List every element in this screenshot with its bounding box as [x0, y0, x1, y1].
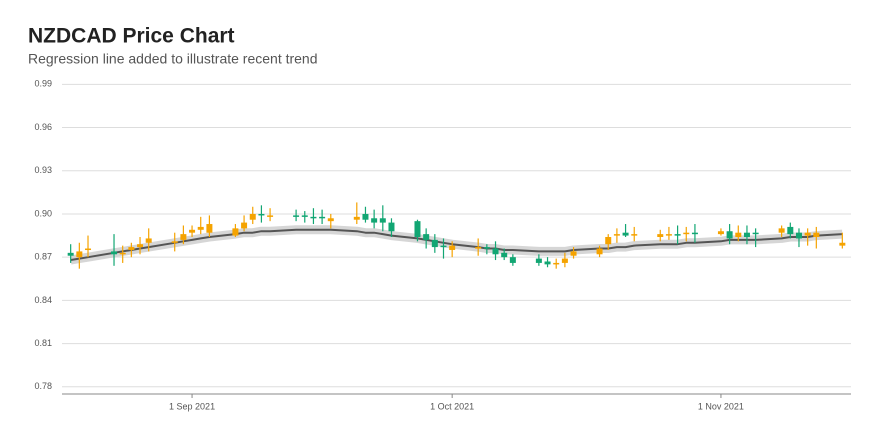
candle-body [596, 248, 603, 255]
candle-body [362, 213, 369, 220]
candle-body [319, 216, 326, 219]
candle-body [613, 234, 620, 236]
candle-body [483, 247, 490, 249]
candle-body [145, 238, 152, 243]
chart-subtitle: Regression line added to illustrate rece… [28, 51, 318, 67]
candle-body [267, 215, 274, 217]
candle-body [137, 244, 144, 248]
candle-body [379, 218, 386, 223]
candle-body [440, 245, 447, 248]
x-tick-label: 1 Nov 2021 [698, 401, 744, 411]
candle-body [197, 226, 204, 230]
candle-body [171, 241, 178, 243]
x-tick-label: 1 Sep 2021 [169, 401, 215, 411]
candle-body [180, 234, 187, 240]
candle-body [431, 239, 438, 248]
candle-body [388, 222, 395, 232]
candle-body [787, 226, 794, 235]
candle-body [726, 231, 733, 239]
candle-body [795, 232, 802, 239]
candle-body [683, 232, 690, 235]
y-tick-label: 0.87 [34, 252, 52, 262]
candle-body [293, 215, 300, 217]
candle-body [449, 245, 456, 250]
y-tick-label: 0.99 [34, 79, 52, 89]
candle-body [813, 232, 820, 237]
y-tick-label: 0.90 [34, 208, 52, 218]
candle-body [735, 232, 742, 237]
y-tick-label: 0.96 [34, 122, 52, 132]
candle-body [631, 234, 638, 236]
candle-body [371, 218, 378, 223]
candle-body [249, 213, 256, 220]
candle-body [691, 232, 698, 235]
candle-body [561, 258, 568, 263]
candle-body [657, 234, 664, 237]
candle-body [258, 213, 265, 216]
candle-body [778, 228, 785, 233]
candle-body [674, 234, 681, 236]
candle-body [67, 252, 74, 256]
y-tick-label: 0.93 [34, 165, 52, 175]
candle-body [189, 229, 196, 233]
candle-body [544, 261, 551, 265]
y-tick-label: 0.81 [34, 338, 52, 348]
candle-body [85, 248, 92, 251]
candle-body [605, 237, 612, 245]
candle-body [232, 228, 239, 236]
candle-body [804, 232, 811, 236]
y-tick-label: 0.78 [34, 381, 52, 391]
candle-body [570, 251, 577, 256]
candle-body [128, 247, 135, 250]
chart-title: NZDCAD Price Chart [28, 25, 235, 48]
candle-body [241, 222, 248, 229]
candle-body [509, 257, 516, 263]
candle-body [111, 251, 118, 255]
candle-body [76, 251, 83, 258]
candle-body [414, 221, 421, 237]
candle-body [492, 248, 499, 255]
candle-body [665, 234, 672, 236]
candle-body [839, 242, 846, 246]
candle-body [535, 258, 542, 263]
candle-body [119, 252, 126, 255]
candle-body [622, 232, 629, 236]
candle-body [475, 247, 482, 249]
candle-body [743, 232, 750, 237]
candle-body [752, 232, 759, 235]
candle-body [301, 215, 308, 217]
trend-line [70, 228, 843, 261]
y-tick-label: 0.84 [34, 295, 52, 305]
candle-body [501, 252, 508, 258]
candle-body [553, 262, 560, 265]
candle-body [353, 216, 360, 220]
candle-body [717, 231, 724, 235]
candle-body [310, 216, 317, 219]
candle-body [423, 234, 430, 240]
candle-body [206, 224, 213, 233]
candle-body [327, 218, 334, 222]
x-tick-label: 1 Oct 2021 [430, 401, 474, 411]
